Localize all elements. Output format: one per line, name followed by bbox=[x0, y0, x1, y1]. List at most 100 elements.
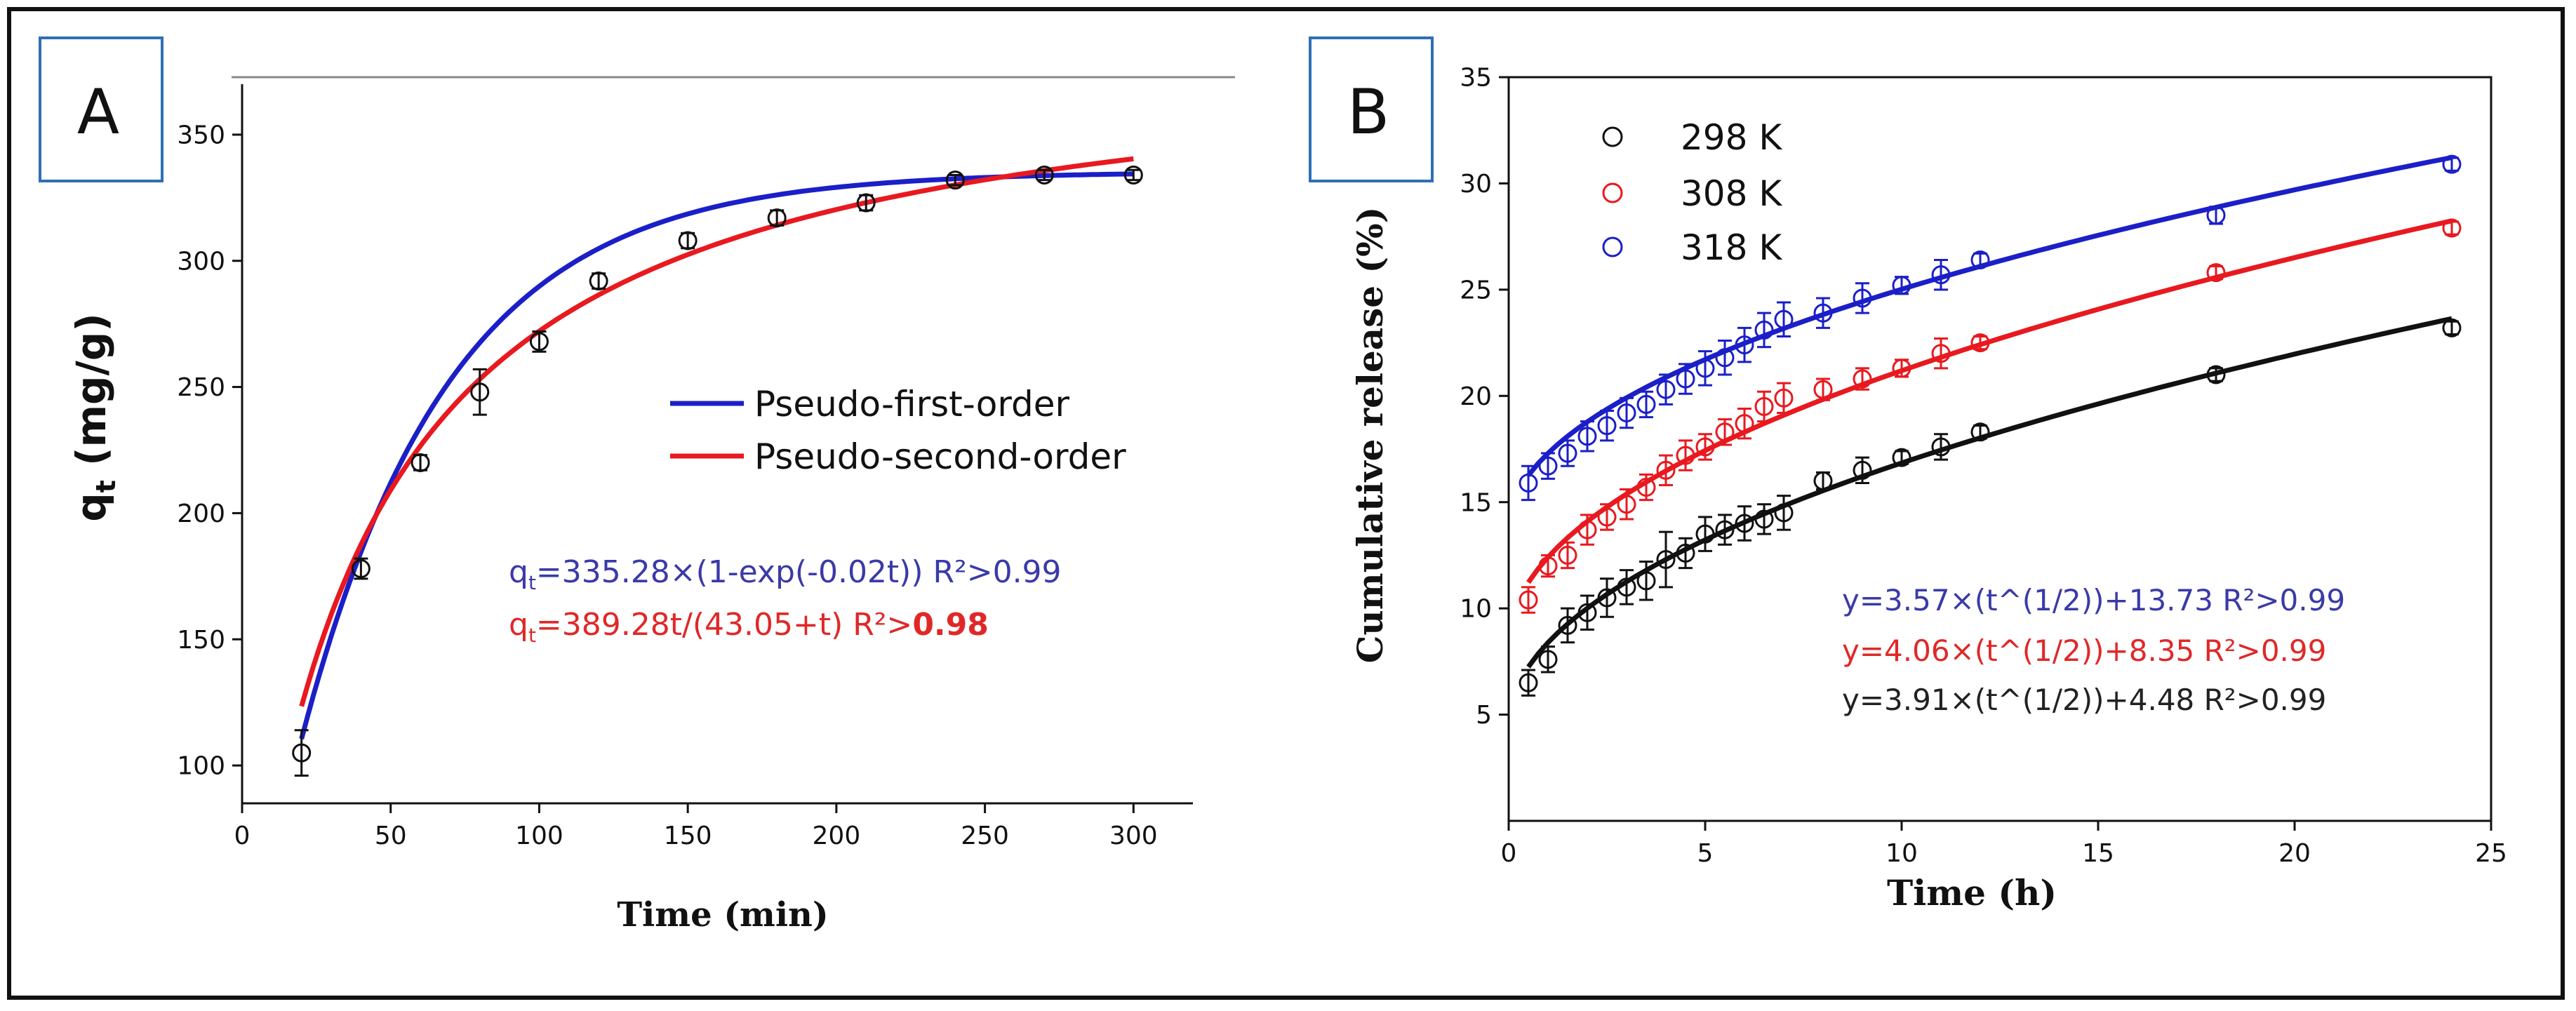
b-point bbox=[2206, 263, 2226, 283]
a-point bbox=[292, 743, 312, 763]
b-fit-curve-0 bbox=[1526, 316, 2452, 669]
b-point bbox=[2442, 154, 2462, 174]
b-point bbox=[1813, 303, 1833, 323]
b-point bbox=[1774, 388, 1794, 408]
b-point bbox=[1892, 448, 1911, 467]
b-point bbox=[1715, 422, 1735, 442]
b-y-tick-label: 35 bbox=[1460, 64, 1492, 93]
a-point bbox=[1123, 165, 1143, 185]
b-point bbox=[1538, 650, 1558, 669]
b-point bbox=[1813, 471, 1833, 490]
legend-label-298: 298 K bbox=[1681, 117, 1782, 158]
b-point bbox=[1656, 380, 1676, 399]
a-point bbox=[767, 208, 787, 228]
b-point bbox=[1735, 335, 1754, 355]
b-x-tick-label: 0 bbox=[1501, 839, 1517, 868]
b-point bbox=[1715, 348, 1735, 368]
b-point bbox=[1617, 577, 1636, 597]
figure-frame bbox=[7, 7, 2565, 1000]
a-x-tick-label: 250 bbox=[961, 822, 1009, 850]
b-y-tick-label: 25 bbox=[1460, 276, 1492, 304]
a-point bbox=[945, 170, 965, 190]
b-plot-frame bbox=[1507, 76, 2492, 822]
b-x-tick-label: 10 bbox=[1886, 839, 1918, 868]
equation-pso: qt=389.28t/(43.05+t) R²>0.98 bbox=[509, 607, 989, 647]
b-point bbox=[1538, 556, 1558, 576]
a-fit-curve-pso bbox=[299, 156, 1134, 707]
legend-label-318: 318 K bbox=[1681, 227, 1782, 268]
b-x-tick-label: 5 bbox=[1697, 839, 1714, 868]
b-y-tick-label: 20 bbox=[1460, 382, 1492, 411]
a-point bbox=[678, 231, 698, 250]
legend-label-pso: Pseudo-second-order bbox=[754, 436, 1126, 477]
b-point bbox=[1617, 403, 1636, 423]
equation-308: y=4.06×(t^(1/2))+8.35 R²>0.99 bbox=[1842, 634, 2326, 668]
equation-pfo: qt=335.28×(1-exp(-0.02t)) R²>0.99 bbox=[509, 554, 1062, 594]
b-point bbox=[1577, 520, 1597, 540]
b-point bbox=[1813, 380, 1833, 399]
b-point bbox=[1853, 288, 1872, 308]
b-point bbox=[1558, 545, 1577, 565]
a-x-tick-label: 0 bbox=[234, 822, 251, 850]
b-fit-curve-2 bbox=[1526, 155, 2452, 477]
b-point bbox=[1970, 250, 1990, 269]
a-x-tick-label: 300 bbox=[1109, 822, 1158, 850]
b-point bbox=[1676, 369, 1695, 389]
a-point bbox=[529, 332, 549, 351]
b-point bbox=[1695, 524, 1715, 544]
b-point bbox=[1892, 276, 1911, 295]
b-point bbox=[2206, 206, 2226, 225]
b-y-tick-label: 10 bbox=[1460, 595, 1492, 624]
legend-a: Pseudo-first-order Pseudo-second-order bbox=[670, 384, 1126, 477]
b-point bbox=[1519, 473, 1538, 493]
a-y-tick-label: 150 bbox=[177, 626, 225, 655]
b-point bbox=[1558, 615, 1577, 635]
a-y-tick-label: 350 bbox=[177, 121, 225, 150]
a-x-tick-label: 100 bbox=[515, 822, 563, 850]
b-point bbox=[1558, 443, 1577, 463]
a-x-tick-label: 50 bbox=[375, 822, 407, 850]
legend-b: 298 K 308 K 318 K bbox=[1602, 117, 1782, 268]
b-point bbox=[1636, 394, 1656, 414]
a-y-tick-label: 200 bbox=[177, 500, 225, 528]
b-point bbox=[1754, 320, 1774, 340]
b-point bbox=[1636, 478, 1656, 497]
b-x-tick-label: 20 bbox=[2278, 839, 2311, 868]
a-point bbox=[856, 193, 876, 213]
b-point bbox=[1931, 344, 1951, 363]
legend-label-308: 308 K bbox=[1681, 173, 1782, 214]
b-point bbox=[1774, 503, 1794, 523]
legend-marker-298 bbox=[1602, 126, 1623, 147]
a-point bbox=[1034, 165, 1054, 185]
equation-318: y=3.57×(t^(1/2))+13.73 R²>0.99 bbox=[1842, 583, 2345, 617]
b-point bbox=[1597, 507, 1617, 527]
b-point bbox=[1735, 514, 1754, 533]
b-point bbox=[1519, 590, 1538, 610]
b-x-tick-label: 25 bbox=[2475, 839, 2507, 868]
b-point bbox=[1519, 673, 1538, 692]
b-point bbox=[1931, 437, 1951, 457]
b-point bbox=[1577, 427, 1597, 446]
b-point bbox=[1676, 446, 1695, 465]
b-point bbox=[1636, 571, 1656, 591]
a-point bbox=[351, 559, 371, 579]
y-axis-label: qt (mg/g) bbox=[67, 313, 121, 522]
panel-b-label-box bbox=[1309, 36, 1434, 182]
legend-marker-318 bbox=[1602, 236, 1623, 257]
b-point bbox=[1715, 520, 1735, 540]
a-y-tick-label: 100 bbox=[177, 752, 225, 781]
b-point bbox=[1754, 509, 1774, 529]
b-point bbox=[1695, 359, 1715, 378]
b-y-tick-label: 15 bbox=[1460, 488, 1492, 517]
b-point bbox=[1597, 588, 1617, 608]
b-point bbox=[1970, 333, 1990, 353]
b-point bbox=[1853, 369, 1872, 389]
b-point bbox=[2206, 365, 2226, 384]
b-point bbox=[1931, 265, 1951, 285]
x-axis-label-b: Time (h) bbox=[1887, 872, 2057, 913]
panel-a-label: A bbox=[77, 76, 119, 148]
b-point bbox=[1656, 460, 1676, 480]
b-point bbox=[2442, 318, 2462, 337]
b-point bbox=[1597, 416, 1617, 436]
